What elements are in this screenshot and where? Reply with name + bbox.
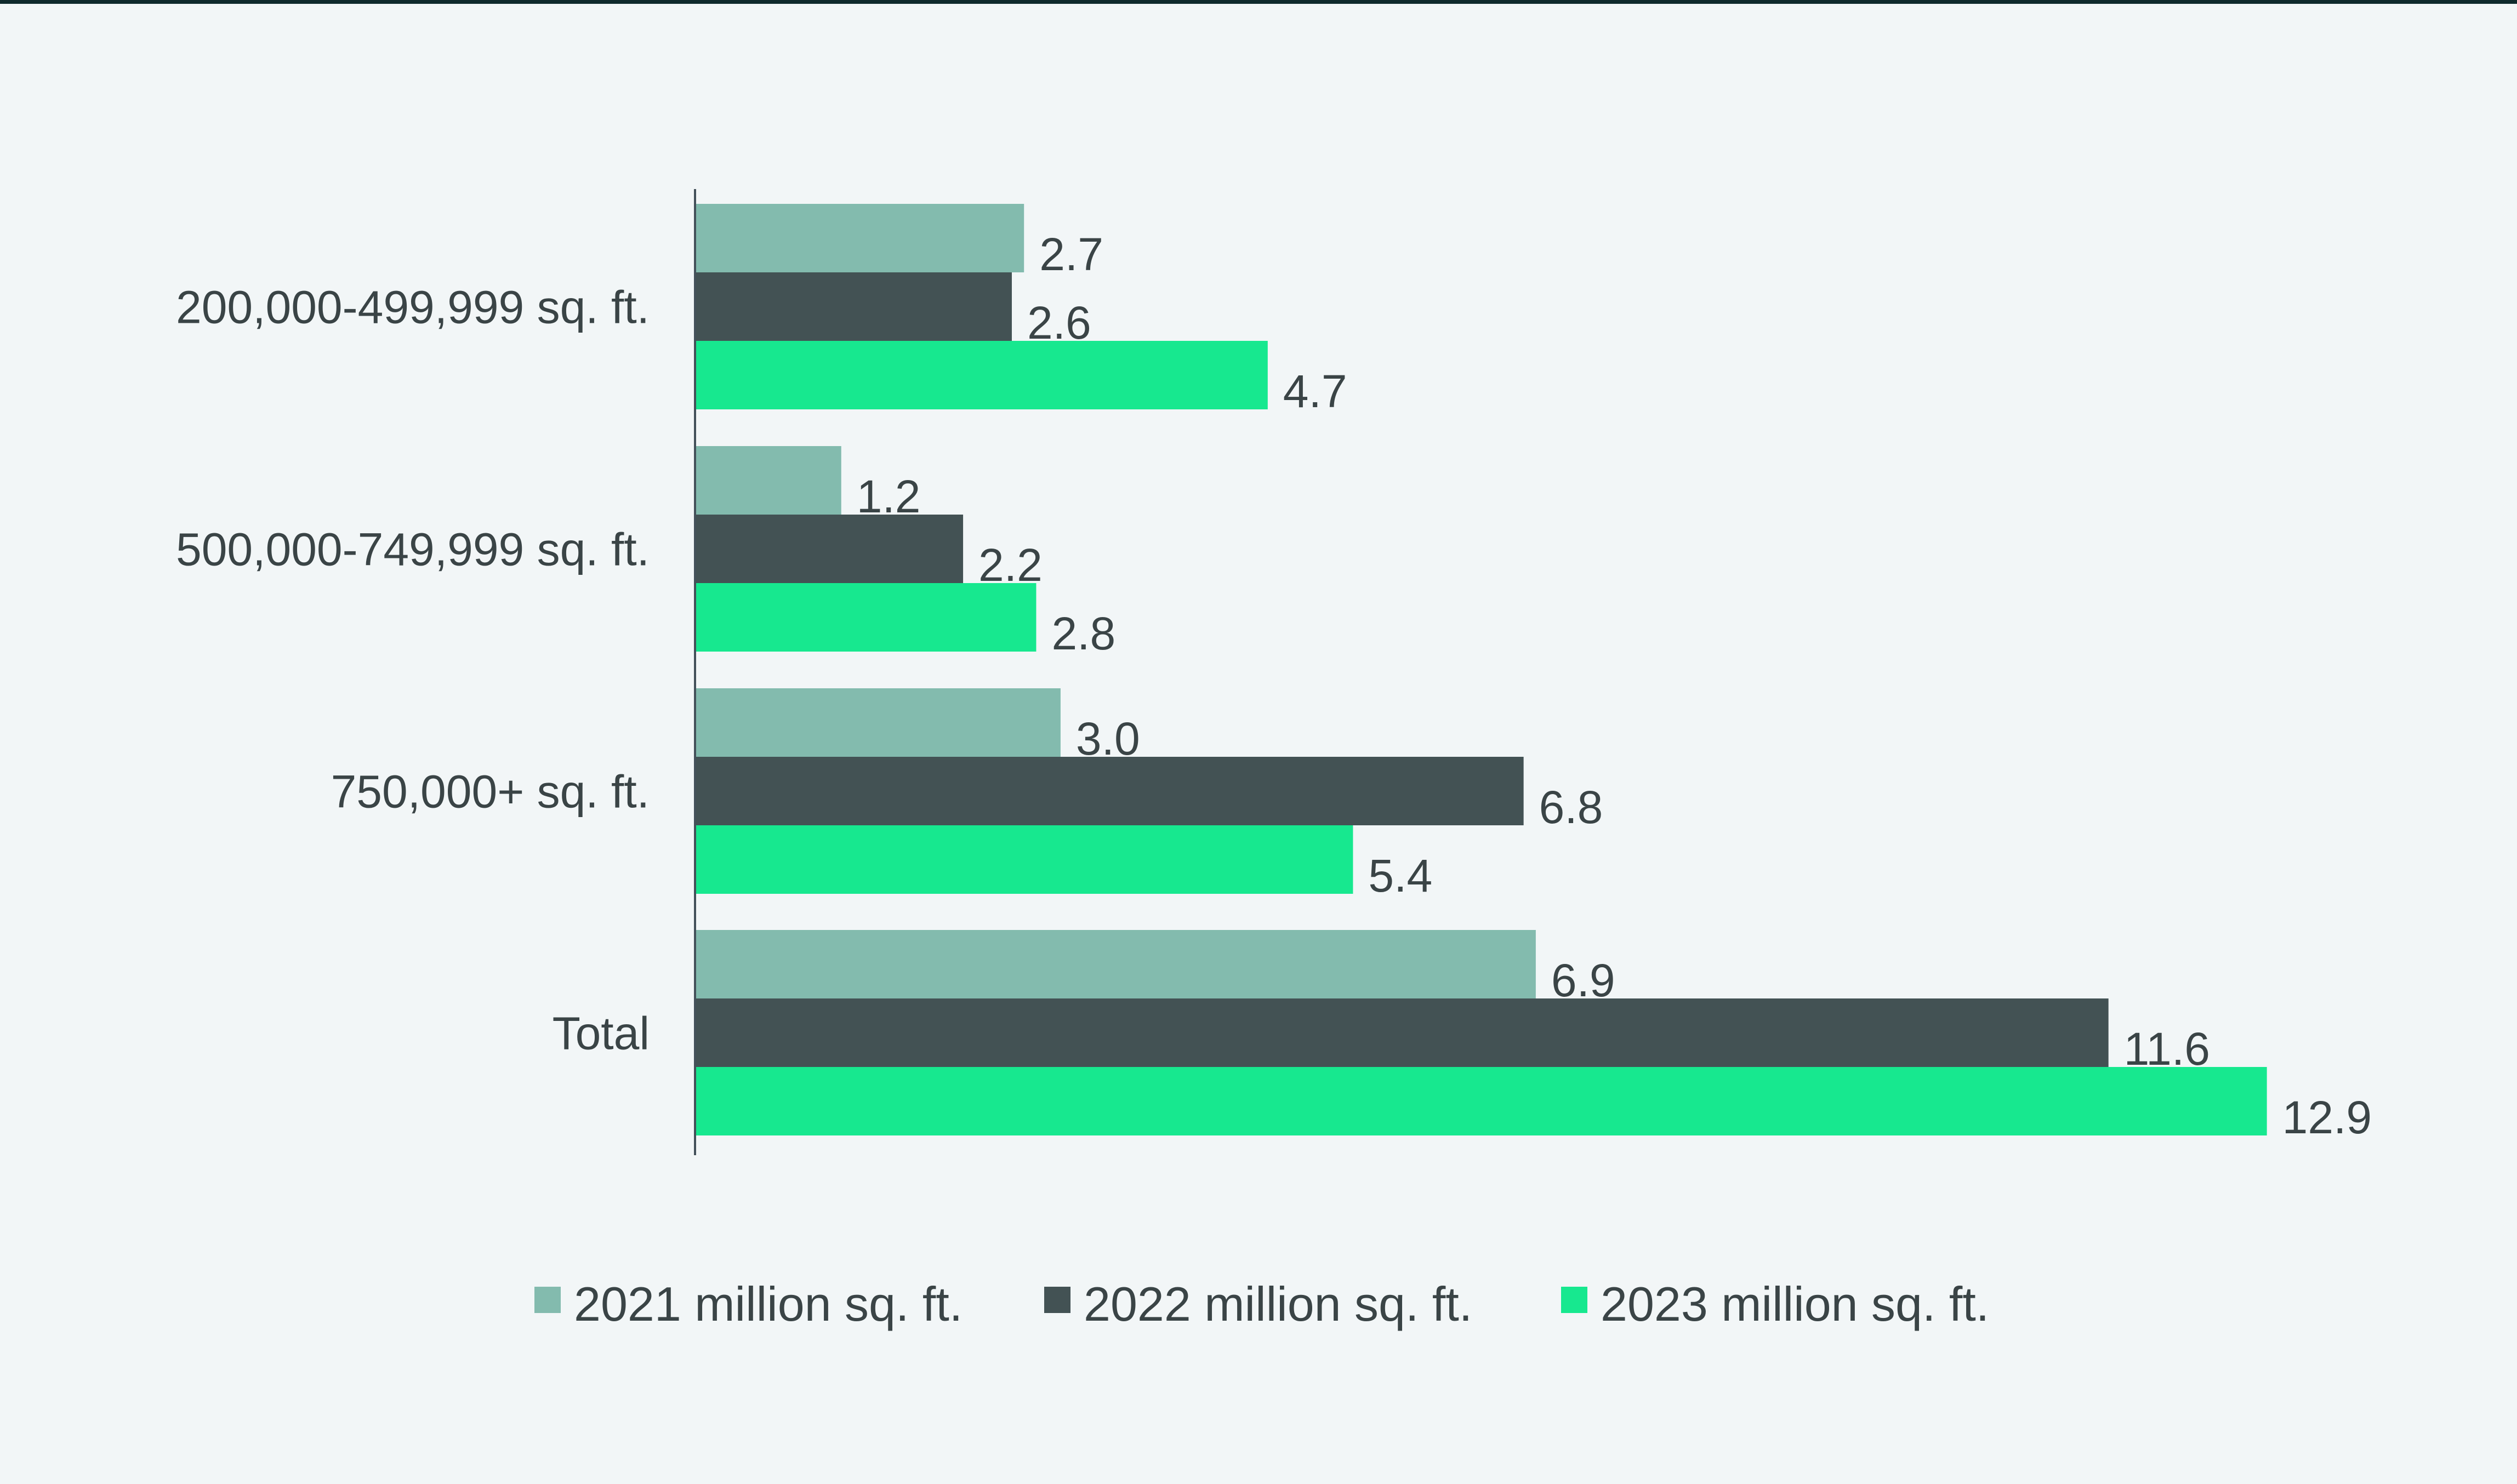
legend-swatch-2022-million-sq-ft <box>1044 1287 1070 1313</box>
category-labels-group: 200,000-499,999 sq. ft. 500,000-749,999 s… <box>176 282 650 1059</box>
data-label-2023-million-sq-ft-750-000-sq-ft: 5.4 <box>1368 850 1432 901</box>
bar-2023-million-sq-ft-200-000-499-999-sq-ft <box>695 341 1268 409</box>
bar-2022-million-sq-ft-750-000-sq-ft <box>695 757 1524 825</box>
data-label-2021-million-sq-ft-750-000-sq-ft: 3.0 <box>1076 713 1140 764</box>
data-label-2022-million-sq-ft-500-000-749-999-sq-ft: 2.2 <box>978 539 1043 591</box>
data-label-2022-million-sq-ft-750-000-sq-ft: 6.8 <box>1539 781 1603 833</box>
bar-2022-million-sq-ft-500-000-749-999-sq-ft <box>695 515 964 583</box>
bar-2021-million-sq-ft-750-000-sq-ft <box>695 688 1061 757</box>
data-label-2021-million-sq-ft-total: 6.9 <box>1551 955 1615 1006</box>
data-label-2023-million-sq-ft-500-000-749-999-sq-ft: 2.8 <box>1051 608 1115 659</box>
category-label-total: Total <box>553 1008 650 1059</box>
data-label-2023-million-sq-ft-total: 12.9 <box>2282 1092 2372 1143</box>
data-label-2021-million-sq-ft-200-000-499-999-sq-ft: 2.7 <box>1039 229 1103 280</box>
bar-2023-million-sq-ft-500-000-749-999-sq-ft <box>695 583 1037 652</box>
legend-label-2023-million-sq-ft: 2023 million sq. ft. <box>1601 1277 1989 1331</box>
bar-2021-million-sq-ft-200-000-499-999-sq-ft <box>695 204 1024 272</box>
bar-2023-million-sq-ft-total <box>695 1067 2267 1135</box>
bar-2021-million-sq-ft-500-000-749-999-sq-ft <box>695 446 841 515</box>
legend-label-2021-million-sq-ft: 2021 million sq. ft. <box>574 1277 963 1331</box>
bars-group <box>695 204 2267 1135</box>
category-label-750-000-sq-ft: 750,000+ sq. ft. <box>331 766 650 818</box>
bar-2021-million-sq-ft-total <box>695 930 1536 998</box>
legend-swatch-2023-million-sq-ft <box>1561 1287 1587 1313</box>
data-label-2022-million-sq-ft-200-000-499-999-sq-ft: 2.6 <box>1027 297 1091 349</box>
bar-2023-million-sq-ft-750-000-sq-ft <box>695 825 1353 894</box>
bar-2022-million-sq-ft-200-000-499-999-sq-ft <box>695 272 1012 341</box>
legend-label-2022-million-sq-ft: 2022 million sq. ft. <box>1084 1277 1472 1331</box>
data-label-2021-million-sq-ft-500-000-749-999-sq-ft: 1.2 <box>857 471 921 522</box>
bar-2022-million-sq-ft-total <box>695 998 2109 1067</box>
category-label-500-000-749-999-sq-ft: 500,000-749,999 sq. ft. <box>176 524 650 575</box>
data-label-2023-million-sq-ft-200-000-499-999-sq-ft: 4.7 <box>1283 366 1347 417</box>
top-rule <box>0 0 2517 4</box>
value-labels-group: 2.7 2.6 4.7 1.2 2.22.8 3.0 6.8 5.4 6.9 11.6 12.9 <box>857 229 2372 1143</box>
legend-swatch-2021-million-sq-ft <box>534 1287 561 1313</box>
legend: 2021 million sq. ft. 2022 million sq. ft.… <box>534 1277 1989 1331</box>
data-label-2022-million-sq-ft-total: 11.6 <box>2124 1023 2210 1075</box>
category-label-200-000-499-999-sq-ft: 200,000-499,999 sq. ft. <box>176 282 650 333</box>
